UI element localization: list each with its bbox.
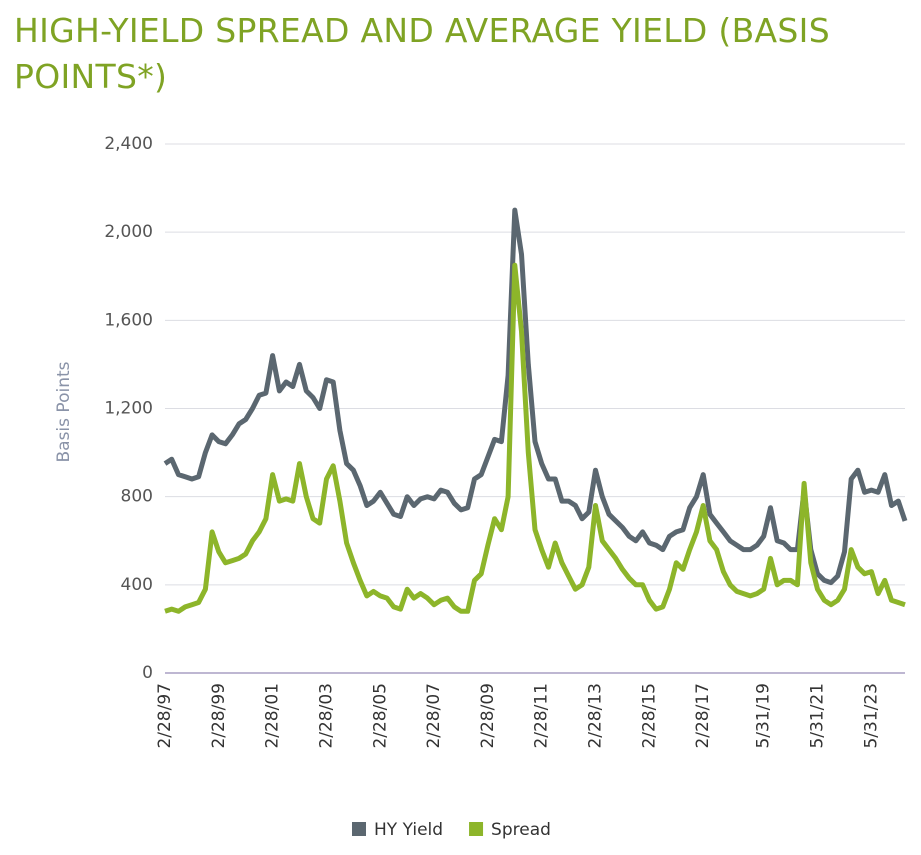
x-tick-label: 2/28/11 — [532, 683, 552, 749]
y-tick-label: 1,200 — [104, 399, 153, 419]
x-tick-label: 2/28/05 — [370, 683, 390, 749]
x-tick-label: 2/28/15 — [639, 683, 659, 749]
x-tick-label: 2/28/01 — [263, 683, 283, 749]
y-tick-label: 1,600 — [104, 310, 153, 330]
x-tick-label: 2/28/97 — [155, 683, 175, 749]
x-tick-label: 5/31/21 — [808, 683, 828, 749]
x-tick-label: 2/28/07 — [424, 683, 444, 749]
x-tick-label: 2/28/17 — [693, 683, 713, 749]
x-tick-label: 2/28/09 — [478, 683, 498, 749]
chart-title: HIGH-YIELD SPREAD AND AVERAGE YIELD (BAS… — [14, 11, 830, 96]
legend-label: Spread — [491, 820, 551, 840]
legend-swatch — [469, 822, 484, 836]
x-tick-label: 2/28/13 — [586, 683, 606, 749]
x-tick-label: 2/28/99 — [209, 683, 229, 749]
legend-swatch — [352, 822, 366, 836]
y-tick-label: 400 — [121, 575, 153, 595]
line-series — [163, 207, 908, 586]
line-series — [164, 262, 906, 614]
x-tick-label: 2/28/03 — [316, 683, 336, 749]
y-axis-label: Basis Points — [54, 361, 74, 462]
y-tick-label: 2,000 — [104, 222, 153, 242]
y-tick-label: 2,400 — [104, 134, 153, 154]
x-tick-label: 5/31/23 — [861, 683, 881, 749]
y-tick-label: 800 — [121, 487, 153, 507]
y-tick-label: 0 — [142, 663, 153, 683]
x-tick-label: 5/31/19 — [754, 683, 774, 749]
legend-label: HY Yield — [374, 820, 443, 840]
